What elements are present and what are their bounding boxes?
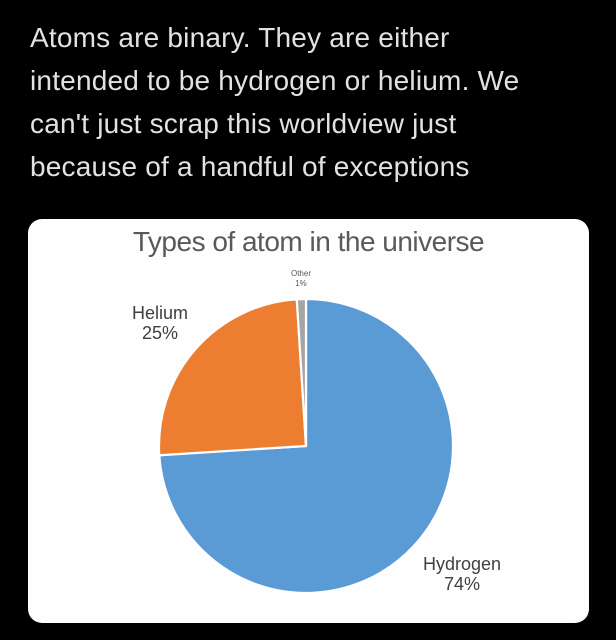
pie-label-helium-percent: 25% — [141, 323, 179, 343]
pie-chart — [157, 297, 455, 595]
chart-title: Types of atom in the universe — [132, 226, 485, 257]
post-text: Atoms are binary. They are either intend… — [30, 22, 520, 182]
pie-label-other: Other 1% — [261, 269, 341, 289]
pie-slice-helium — [157, 298, 308, 457]
pie-label-helium-name: Helium — [131, 303, 188, 323]
pie-label-hydrogen-percent: 74% — [443, 574, 481, 594]
pie-label-helium: Helium 25% — [80, 303, 240, 343]
chart-card: Types of atom in the universe Other 1% H… — [28, 219, 589, 623]
pie-label-other-percent: 1% — [295, 279, 307, 288]
pie-label-other-name: Other — [290, 269, 311, 278]
pie-label-hydrogen-name: Hydrogen — [422, 554, 502, 574]
pie-slice-other — [295, 297, 308, 448]
pie-label-hydrogen: Hydrogen 74% — [382, 554, 542, 594]
